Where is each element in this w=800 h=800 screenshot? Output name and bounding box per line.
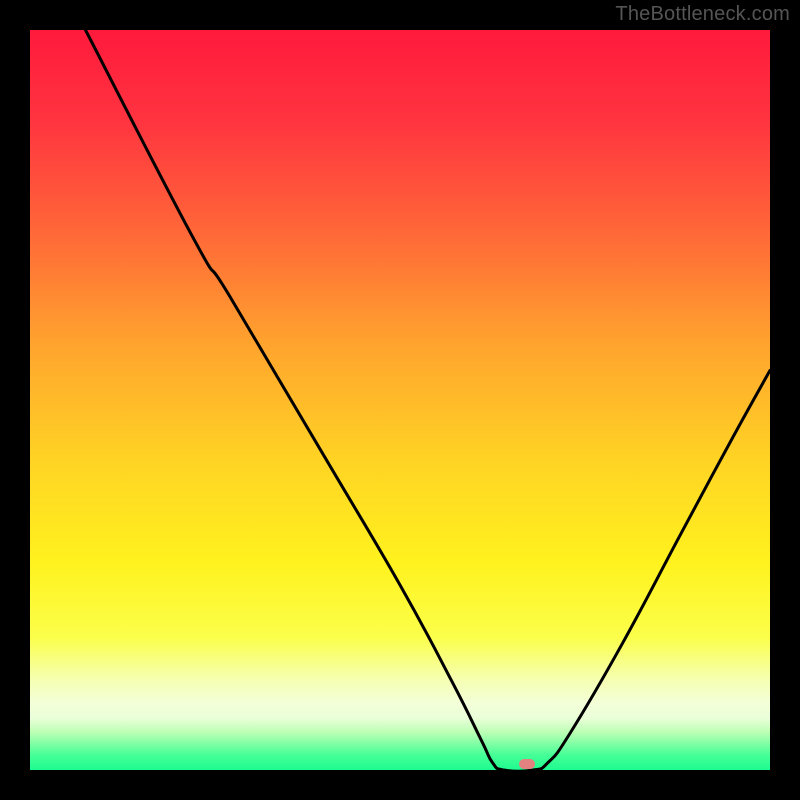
chart-stage: TheBottleneck.com	[0, 0, 800, 800]
plot-area	[30, 30, 770, 770]
curve-line	[30, 30, 770, 770]
watermark-text: TheBottleneck.com	[615, 3, 790, 26]
threshold-marker	[519, 759, 535, 769]
